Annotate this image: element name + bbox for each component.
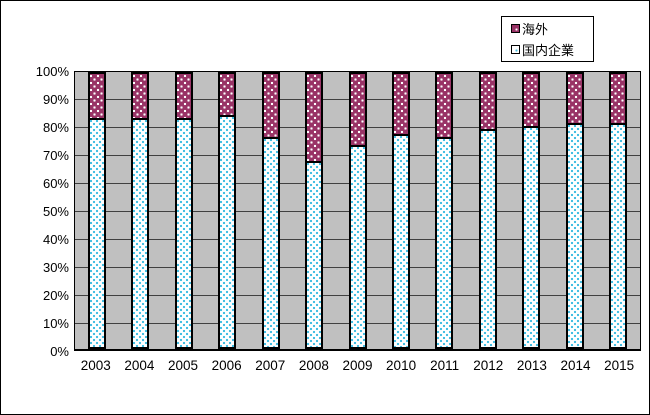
- bar-2010-domestic-segment: [394, 134, 409, 347]
- bar-2013: [522, 72, 541, 349]
- bar-slot-2015: [597, 72, 640, 349]
- y-tick-label: 40%: [42, 232, 69, 247]
- y-tick-label: 50%: [42, 204, 69, 219]
- bars: [75, 72, 640, 349]
- legend: 海外 国内企業: [501, 16, 594, 62]
- bar-2003-domestic-segment: [89, 117, 104, 347]
- bar-2009-domestic-segment: [350, 144, 365, 347]
- bar-2015-domestic-segment: [611, 123, 626, 347]
- bar-2009-overseas-segment: [350, 74, 365, 145]
- x-tick-label-2015: 2015: [604, 358, 635, 373]
- bar-2015: [609, 72, 628, 349]
- bar-2008: [305, 72, 324, 349]
- bar-slot-2010: [379, 72, 422, 349]
- bar-2012: [478, 72, 497, 349]
- bar-slot-2009: [336, 72, 379, 349]
- bar-2007: [261, 72, 280, 349]
- y-tick-label: 60%: [42, 176, 69, 191]
- legend-label-domestic: 国内企業: [522, 43, 575, 58]
- bar-2010: [392, 72, 411, 349]
- bar-slot-2013: [510, 72, 553, 349]
- bar-2009: [348, 72, 367, 349]
- x-tick-label-2012: 2012: [473, 358, 504, 373]
- bar-2003: [87, 72, 106, 349]
- x-tick-label-2007: 2007: [255, 358, 286, 373]
- plot-area: [74, 71, 641, 351]
- bar-2014-domestic-segment: [567, 123, 582, 347]
- bar-2011-overseas-segment: [437, 74, 452, 137]
- bar-slot-2006: [205, 72, 248, 349]
- y-tick-label: 30%: [42, 260, 69, 275]
- bar-2015-overseas-segment: [611, 74, 626, 124]
- x-tick-label-2013: 2013: [516, 358, 547, 373]
- bar-2010-overseas-segment: [394, 74, 409, 135]
- y-tick-label: 100%: [35, 64, 69, 79]
- bar-2012-overseas-segment: [480, 74, 495, 129]
- bar-slot-2011: [423, 72, 466, 349]
- bar-2011-domestic-segment: [437, 136, 452, 347]
- bar-slot-2004: [118, 72, 161, 349]
- legend-label-overseas: 海外: [522, 22, 549, 37]
- bar-slot-2008: [292, 72, 335, 349]
- bar-2007-overseas-segment: [263, 74, 278, 137]
- y-tick-label: 10%: [42, 316, 69, 331]
- bar-slot-2007: [249, 72, 292, 349]
- y-tick-label: 0%: [50, 344, 69, 359]
- x-tick-label-2010: 2010: [386, 358, 417, 373]
- legend-item-domestic: 国内企業: [511, 40, 593, 59]
- x-tick-label-2009: 2009: [342, 358, 373, 373]
- bar-slot-2003: [75, 72, 118, 349]
- bar-2006-domestic-segment: [220, 114, 235, 347]
- bar-2014: [565, 72, 584, 349]
- bar-2003-overseas-segment: [89, 74, 104, 118]
- y-tick-label: 90%: [42, 92, 69, 107]
- bar-2004-overseas-segment: [133, 74, 148, 118]
- bar-2006-overseas-segment: [220, 74, 235, 115]
- bar-2004: [131, 72, 150, 349]
- bar-2008-overseas-segment: [307, 74, 322, 162]
- bar-2004-domestic-segment: [133, 117, 148, 347]
- y-tick-label: 20%: [42, 288, 69, 303]
- bar-2006: [218, 72, 237, 349]
- bar-2005-domestic-segment: [176, 117, 191, 347]
- bar-2013-overseas-segment: [524, 74, 539, 126]
- bar-2012-domestic-segment: [480, 128, 495, 347]
- x-tick-label-2006: 2006: [211, 358, 242, 373]
- x-tick-label-2004: 2004: [124, 358, 155, 373]
- overseas-swatch-icon: [511, 24, 520, 33]
- bar-2007-domestic-segment: [263, 136, 278, 347]
- x-axis-labels: 2003 2004 2005 2006 2007 2008 2009 2010 2011 2012…: [74, 358, 641, 376]
- bar-2013-domestic-segment: [524, 125, 539, 347]
- bar-2011: [435, 72, 454, 349]
- x-tick-label-2005: 2005: [168, 358, 199, 373]
- bar-2014-overseas-segment: [567, 74, 582, 124]
- x-tick-label-2008: 2008: [298, 358, 329, 373]
- bar-slot-2005: [162, 72, 205, 349]
- bar-slot-2014: [553, 72, 596, 349]
- x-tick-label-2003: 2003: [80, 358, 111, 373]
- domestic-swatch-icon: [511, 45, 520, 54]
- bar-slot-2012: [466, 72, 509, 349]
- x-tick-label-2014: 2014: [560, 358, 591, 373]
- bar-2008-domestic-segment: [307, 161, 322, 347]
- bar-2005: [174, 72, 193, 349]
- x-tick-label-2011: 2011: [430, 358, 460, 373]
- y-tick-label: 80%: [42, 120, 69, 135]
- bar-2005-overseas-segment: [176, 74, 191, 118]
- y-tick-label: 70%: [42, 148, 69, 163]
- legend-item-overseas: 海外: [511, 19, 593, 38]
